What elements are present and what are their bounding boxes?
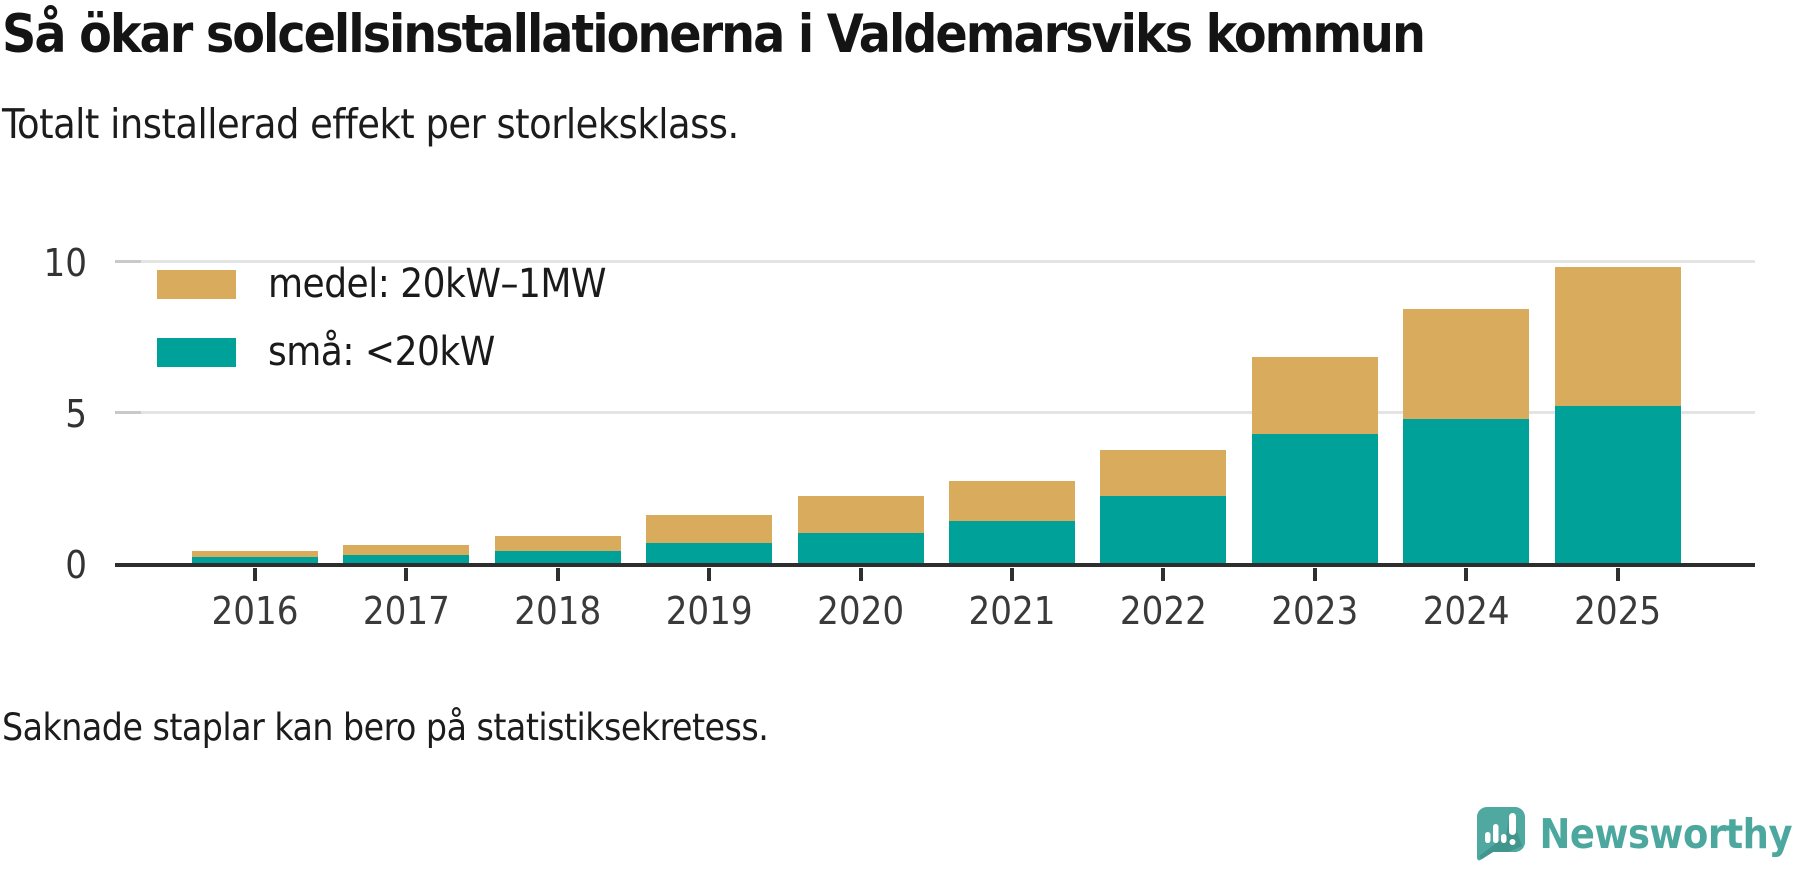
x-axis-tick-2022 — [1161, 568, 1166, 581]
bar-segment-2020-sma — [797, 532, 924, 563]
x-axis-label-2021: 2021 — [968, 589, 1056, 633]
x-axis-tick-2020 — [858, 568, 863, 581]
y-axis-label-5: 5 — [65, 391, 87, 436]
legend-label-sma: små: <20kW — [268, 329, 495, 375]
y-axis-label-0: 0 — [65, 543, 87, 587]
newsworthy-wordmark: Newsworthy — [1539, 809, 1793, 858]
bar-segment-2022-sma — [1100, 496, 1227, 563]
legend-item-sma: små: <20kW — [157, 332, 606, 372]
x-axis-tick-2016 — [253, 568, 257, 581]
x-axis-tick-2024 — [1464, 568, 1469, 581]
legend-swatch-sma — [157, 337, 236, 367]
y-axis-tick-10 — [115, 259, 141, 263]
newsworthy-bubble-icon — [1476, 807, 1525, 861]
x-axis-label-2025: 2025 — [1574, 589, 1662, 633]
chart-footnote: Saknade staplar kan bero på statistiksek… — [2, 706, 769, 749]
bar-segment-2022-medel — [1100, 449, 1227, 497]
x-axis-tick-2023 — [1312, 568, 1317, 581]
x-axis-label-2017: 2017 — [362, 589, 450, 633]
legend-label-medel: medel: 20kW–1MW — [268, 261, 607, 307]
bar-segment-2023-sma — [1251, 434, 1378, 563]
bar-2018 — [494, 535, 621, 563]
x-axis-line — [115, 563, 1755, 567]
bar-2022 — [1100, 449, 1227, 563]
bar-2020 — [797, 496, 924, 563]
bar-2016 — [192, 550, 318, 563]
x-axis-tick-2019 — [707, 568, 712, 581]
legend-item-medel: medel: 20kW–1MW — [157, 261, 607, 307]
x-axis-label-2023: 2023 — [1271, 589, 1359, 633]
x-axis-label-2024: 2024 — [1422, 589, 1510, 633]
gridline-10 — [115, 259, 1755, 263]
x-axis-tick-2021 — [1010, 568, 1014, 581]
bar-segment-2021-medel — [949, 481, 1075, 521]
page-subtitle: Totalt installerad effekt per storlekskl… — [2, 100, 739, 148]
bar-segment-2018-sma — [494, 550, 621, 563]
x-axis-tick-2017 — [404, 568, 409, 581]
bar-segment-2019-medel — [646, 514, 773, 544]
bar-2017 — [343, 544, 470, 563]
x-axis-label-2018: 2018 — [514, 589, 602, 633]
bar-segment-2017-medel — [343, 544, 470, 556]
chart-legend: medel: 20kW–1MW små: <20kW — [157, 261, 607, 372]
bar-segment-2016-sma — [192, 556, 318, 563]
x-axis-label-2020: 2020 — [817, 589, 905, 633]
bar-segment-2024-medel — [1403, 308, 1530, 420]
x-axis-label-2022: 2022 — [1119, 589, 1207, 633]
bar-2019 — [646, 514, 773, 563]
bar-segment-2023-medel — [1251, 357, 1378, 435]
gridline-5 — [115, 410, 1755, 414]
bar-segment-2025-sma — [1554, 405, 1681, 563]
bar-2021 — [949, 481, 1075, 563]
bar-segment-2017-sma — [343, 555, 470, 563]
x-axis-label-2016: 2016 — [211, 589, 299, 633]
newsworthy-logo[interactable]: Newsworthy — [1476, 806, 1793, 862]
bar-segment-2025-medel — [1554, 266, 1681, 406]
bar-segment-2016-medel — [192, 550, 318, 557]
bar-segment-2018-medel — [494, 535, 621, 551]
x-axis-label-2019: 2019 — [665, 589, 753, 633]
x-axis-tick-2018 — [555, 568, 560, 581]
bar-2023 — [1251, 357, 1378, 563]
bar-2024 — [1403, 308, 1530, 563]
legend-swatch-medel — [157, 269, 236, 299]
bar-segment-2019-sma — [646, 543, 773, 563]
bar-2025 — [1554, 266, 1681, 563]
y-axis-label-10: 10 — [43, 240, 88, 285]
page-title: Så ökar solcellsinstallationerna i Valde… — [2, 4, 1426, 65]
x-axis-tick-2025 — [1615, 568, 1620, 581]
bar-segment-2024-sma — [1403, 419, 1530, 563]
bar-segment-2020-medel — [797, 496, 924, 533]
bar-segment-2021-sma — [949, 520, 1075, 563]
y-axis-tick-5 — [115, 410, 141, 414]
